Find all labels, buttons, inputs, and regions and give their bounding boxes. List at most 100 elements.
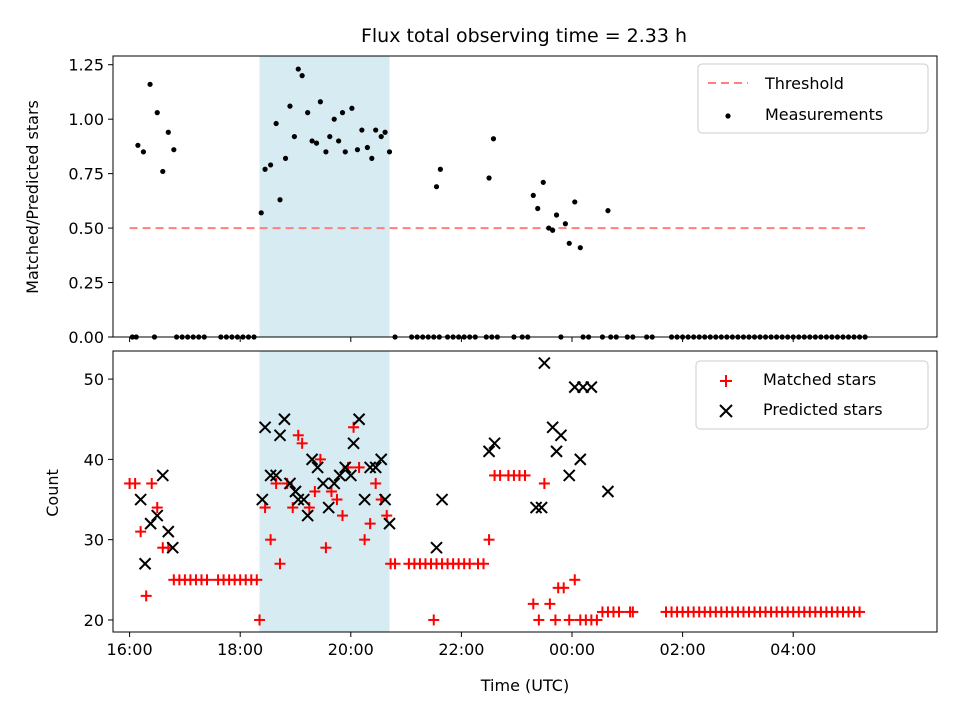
predicted-star-point — [311, 461, 324, 474]
measurement-point — [317, 99, 323, 105]
predicted-star-point — [378, 493, 392, 506]
legend-matched-swatch — [720, 375, 732, 387]
y-tick-label: 20 — [84, 611, 104, 630]
matched-star-point — [325, 486, 337, 497]
plot-frame — [112, 350, 938, 633]
matched-star-point — [364, 518, 376, 530]
measurement-point — [262, 166, 268, 172]
predicted-star-point — [256, 493, 269, 506]
legend-threshold-label: Threshold — [764, 74, 844, 93]
predicted-star-point — [273, 429, 287, 442]
matched-star-point — [519, 469, 531, 481]
matched-star-point — [296, 437, 308, 449]
predicted-star-point — [339, 461, 352, 474]
y-tick-label: 30 — [84, 531, 104, 550]
measurement-point — [378, 133, 384, 140]
predicted-star-point — [328, 477, 341, 490]
predicted-star-point — [166, 541, 179, 554]
x-tick-label: 18:00 — [217, 640, 263, 659]
measurement-point — [373, 127, 379, 133]
predicted-star-point — [563, 469, 576, 482]
predicted-star-point — [333, 469, 346, 482]
legend-box — [695, 360, 929, 430]
measurement-point — [553, 212, 560, 218]
matched-star-point — [259, 502, 271, 514]
measurement-point — [287, 103, 293, 109]
matched-star-point — [201, 574, 213, 586]
matched-star-point — [309, 486, 321, 497]
x-tick-label: 00:00 — [549, 640, 595, 659]
matched-star-point — [483, 534, 495, 546]
measurement-point — [339, 110, 346, 116]
measurement-point — [566, 240, 572, 246]
predicted-star-point — [352, 413, 366, 426]
predicted-star-point — [488, 437, 501, 450]
predicted-star-point — [375, 453, 388, 466]
predicted-star-point — [529, 501, 543, 514]
y-tick-label: 0.25 — [68, 274, 104, 293]
matched-star-point — [292, 429, 304, 441]
predicted-star-point — [305, 453, 319, 466]
predicted-star-point — [322, 501, 335, 514]
predicted-star-point — [601, 485, 615, 498]
y-tick-label: 1.25 — [68, 56, 104, 75]
measurement-point — [490, 136, 497, 142]
measurement-point — [535, 205, 541, 212]
plot-frame — [112, 55, 938, 338]
x-axis-label: Time (UTC) — [480, 676, 569, 695]
measurement-point — [562, 221, 568, 227]
matched-star-point — [129, 477, 141, 489]
predicted-star-point — [264, 469, 277, 482]
measurement-point — [369, 155, 375, 161]
count-marks — [124, 356, 866, 626]
legend: Threshold Measurements — [697, 63, 929, 134]
measurement-point — [295, 66, 301, 72]
x-tick-label: 16:00 — [107, 640, 153, 659]
legend-measurements-swatch — [725, 113, 731, 119]
measurement-point — [282, 155, 289, 161]
predicted-star-point — [482, 445, 496, 458]
predicted-star-point — [585, 380, 598, 394]
measurement-point — [258, 210, 264, 216]
matched-star-point — [613, 606, 625, 618]
matched-star-point — [538, 477, 550, 489]
measurement-point — [577, 245, 583, 251]
measurement-point — [540, 179, 546, 185]
matched-star-point — [478, 558, 490, 570]
y-axis-label: Matched/Predicted stars — [23, 100, 42, 294]
predicted-star-point — [358, 493, 371, 506]
predicted-star-point — [162, 525, 175, 538]
measurement-point — [342, 149, 348, 155]
matched-star-point — [591, 614, 603, 626]
predicted-star-point — [369, 461, 382, 474]
legend-predicted-label: Predicted stars — [763, 400, 883, 419]
measurement-point — [160, 168, 166, 175]
matched-star-point — [854, 606, 866, 618]
measurement-point — [309, 138, 315, 144]
ratio-panel: 0.00 0.25 0.50 0.75 1.00 1.25 Matched/Predict… — [23, 55, 938, 347]
measurement-point — [299, 73, 305, 79]
matched-star-point — [370, 477, 382, 489]
measurement-point — [327, 133, 333, 140]
x-tick-label: 02:00 — [660, 640, 706, 659]
matched-star-point — [135, 526, 147, 538]
measurement-point — [605, 208, 611, 214]
matched-star-point — [314, 453, 326, 465]
shaded-span — [259, 56, 390, 337]
y-axis-label: Count — [43, 469, 62, 517]
measurement-point — [277, 197, 283, 203]
measurement-point — [171, 147, 177, 153]
legend-matched-label: Matched stars — [763, 370, 876, 389]
measurement-point — [313, 140, 320, 146]
measurement-point — [140, 149, 147, 155]
predicted-star-point — [435, 493, 449, 506]
measurement-point — [268, 162, 274, 168]
predicted-star-point — [269, 469, 283, 482]
matched-star-point — [353, 461, 365, 473]
measurement-point — [349, 105, 355, 111]
predicted-star-point — [363, 461, 377, 474]
matched-star-point — [359, 534, 371, 546]
measurement-point — [359, 127, 365, 133]
predicted-star-point — [550, 445, 563, 458]
measurement-point — [386, 149, 393, 155]
